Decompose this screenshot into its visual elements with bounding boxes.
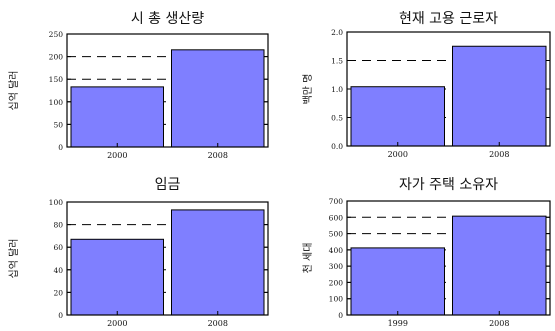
y-tick-label: 100: [49, 98, 64, 107]
chart-wages: 임금 십억 달러 0 20 40 60 80 100 2000 2008: [8, 177, 269, 328]
y-tick-label: 1.5: [331, 57, 343, 66]
y-tick-label: 400: [329, 246, 344, 255]
bar-2008: [171, 209, 265, 316]
bar-2000: [70, 86, 164, 148]
bar-2008: [452, 215, 547, 316]
x-tick-label: 2008: [208, 319, 228, 328]
bar-2000: [350, 86, 445, 147]
chart-title: 임금: [155, 177, 181, 193]
plot-frame: [66, 201, 269, 316]
y-tick-label: 500: [329, 230, 344, 239]
y-tick-label: 80: [53, 221, 63, 230]
y-axis-label: 십억 달러: [8, 239, 20, 279]
y-tick-label: 100: [49, 198, 64, 207]
y-axis-label: 십억 달러: [8, 71, 20, 111]
y-tick-label: 250: [49, 30, 64, 39]
bar-1999: [350, 247, 445, 316]
y-tick-label: 0: [58, 311, 63, 320]
y-tick-label: 20: [53, 288, 63, 297]
y-tick-label: 300: [329, 262, 344, 271]
bar-2000: [70, 238, 164, 316]
y-tick-label: 0.0: [331, 142, 343, 151]
y-axis-label: 백만 명: [302, 74, 314, 105]
y-tick-label: 700: [329, 197, 344, 206]
plot-frame: [346, 200, 551, 316]
y-tick-label: 100: [329, 295, 344, 304]
chart-current-employed-workers: 현재 고용 근로자 백만 명 0.0 0.5 1.0 1.5 2.0 2000 2008: [302, 11, 551, 159]
chart-title: 현재 고용 근로자: [399, 11, 498, 27]
x-tick-label: 2000: [388, 150, 408, 159]
x-tick-label: 2000: [107, 151, 127, 160]
chart-city-output: 시 총 생산량 십억 달러 0 50 100 150 200 250 2000 2008: [8, 11, 269, 160]
y-tick-label: 2.0: [331, 28, 343, 37]
x-tick-label: 2008: [208, 151, 228, 160]
x-tick-label: 2000: [107, 319, 127, 328]
y-tick-label: 600: [329, 213, 344, 222]
y-tick-label: 0: [338, 311, 343, 320]
y-tick-label: 0.5: [331, 114, 343, 123]
chart-homeowners: 자가 주택 소유자 천 세대 0 100 200 300 400 500 600 700 199…: [302, 177, 551, 328]
y-tick-label: 50: [53, 120, 63, 129]
y-tick-label: 0: [58, 143, 63, 152]
y-tick-label: 40: [53, 266, 63, 275]
x-tick-label: 2008: [489, 150, 509, 159]
plot-frame: [66, 33, 269, 148]
chart-title: 시 총 생산량: [131, 11, 204, 27]
bar-2008: [452, 45, 547, 147]
x-tick-label: 2008: [489, 319, 509, 328]
x-tick-label: 1999: [388, 319, 408, 328]
y-tick-label: 60: [53, 243, 63, 252]
chart-title: 자가 주택 소유자: [399, 177, 498, 193]
y-tick-label: 200: [49, 53, 64, 62]
bar-2008: [171, 49, 265, 148]
y-tick-label: 150: [49, 75, 64, 84]
y-axis-label: 천 세대: [302, 243, 314, 274]
y-tick-label: 200: [329, 278, 344, 287]
y-tick-label: 1.0: [331, 85, 343, 94]
